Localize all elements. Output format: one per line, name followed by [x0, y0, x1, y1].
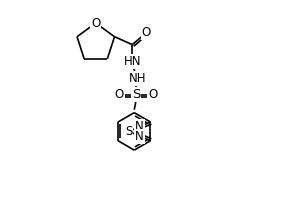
Text: O: O [142, 26, 151, 39]
Text: NH: NH [128, 72, 146, 85]
Text: O: O [91, 17, 101, 30]
Text: S: S [125, 125, 133, 138]
Text: S: S [132, 88, 140, 101]
Text: HN: HN [124, 55, 141, 68]
Text: N: N [135, 120, 144, 133]
Text: N: N [135, 130, 144, 143]
Text: O: O [148, 88, 158, 101]
Text: O: O [115, 88, 124, 101]
